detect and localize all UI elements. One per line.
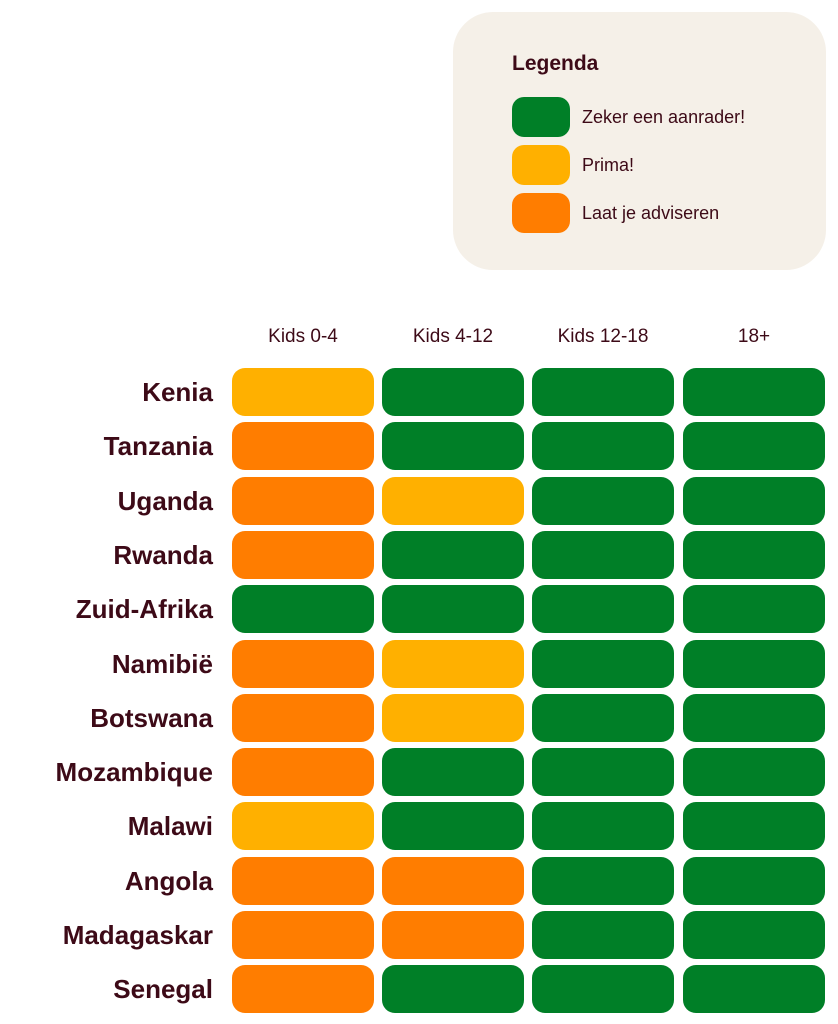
legend-swatch	[512, 97, 570, 137]
heatmap-cell	[532, 802, 674, 851]
heatmap-cell	[683, 422, 825, 471]
legend-item: Prima!	[512, 145, 634, 185]
row-label: Kenia	[142, 377, 213, 407]
heatmap-cell	[683, 585, 825, 634]
heatmap-cell	[232, 476, 374, 525]
legend-label: Zeker een aanrader!	[582, 106, 746, 127]
heatmap-cell	[382, 856, 524, 905]
legend-swatch	[512, 193, 570, 233]
heatmap-cell	[232, 748, 374, 797]
heatmap-cell	[683, 856, 825, 905]
heatmap-cell	[683, 965, 825, 1014]
heatmap-cell	[232, 693, 374, 742]
row-label: Botswana	[90, 702, 213, 733]
heatmap-cell	[382, 476, 524, 525]
row-label: Zuid-Afrika	[75, 594, 213, 625]
heatmap-cell	[232, 911, 374, 959]
column-header: 18+	[737, 326, 771, 347]
heatmap-cell	[532, 422, 674, 471]
row-label: Madagaskar	[62, 920, 213, 950]
heatmap-cell	[382, 368, 524, 416]
row-label: Rwanda	[113, 539, 213, 570]
heatmap-cell	[232, 585, 374, 634]
heatmap-cell	[382, 911, 524, 959]
heatmap-cell	[683, 802, 825, 851]
heatmap-cell	[532, 639, 674, 688]
heatmap-cell	[232, 965, 374, 1014]
heatmap-cell	[532, 911, 674, 959]
heatmap-cell	[232, 802, 374, 851]
heatmap-cell	[382, 530, 524, 579]
heatmap-cell	[382, 639, 524, 688]
heatmap-cell	[683, 693, 825, 742]
heatmap-cell	[382, 585, 524, 634]
column-header: Kids 4-12	[412, 326, 494, 347]
heatmap-cell	[232, 422, 374, 471]
row-label: Tanzania	[103, 431, 213, 462]
heatmap-cell	[683, 911, 825, 959]
row-label: Senegal	[113, 974, 213, 1005]
heatmap-cell	[232, 530, 374, 579]
heatmap-cell	[232, 639, 374, 688]
legend: Legenda Zeker een aanrader! Prima! Laat je…	[453, 12, 826, 270]
heatmap-cell	[532, 856, 674, 905]
heatmap-cell	[382, 693, 524, 742]
column-header: Kids 12-18	[557, 326, 649, 347]
row-label: Angola	[124, 865, 213, 896]
heatmap-cell	[532, 693, 674, 742]
heatmap-cell	[532, 530, 674, 579]
legend-title: Legenda	[512, 52, 599, 75]
row-label: Malawi	[127, 811, 213, 842]
heatmap-cell	[532, 748, 674, 797]
column-header: Kids 0-4	[268, 326, 338, 347]
heatmap-cell	[532, 476, 674, 525]
heatmap-cell	[683, 476, 825, 525]
heatmap-cell	[382, 802, 524, 851]
heatmap-cell	[532, 368, 674, 416]
heatmap-cell	[232, 368, 374, 416]
heatmap-cell	[683, 639, 825, 688]
heatmap-cell	[232, 856, 374, 905]
legend-item: Laat je adviseren	[512, 193, 719, 233]
heatmap-cell	[532, 965, 674, 1014]
legend-swatch	[512, 145, 570, 185]
heatmap-cell	[532, 585, 674, 634]
heatmap-cell	[382, 422, 524, 471]
row-label: Mozambique	[55, 757, 213, 788]
row-label: Uganda	[117, 485, 213, 516]
legend-label: Prima!	[582, 154, 635, 175]
heatmap-cell	[683, 748, 825, 797]
heatmap-cell	[382, 748, 524, 797]
heatmap-cell	[683, 530, 825, 579]
heatmap-cell	[382, 965, 524, 1014]
row-label: Namibië	[111, 648, 213, 679]
legend-item: Zeker een aanrader!	[512, 97, 745, 137]
legend-label: Laat je adviseren	[582, 202, 720, 223]
heatmap-cell	[683, 368, 825, 416]
